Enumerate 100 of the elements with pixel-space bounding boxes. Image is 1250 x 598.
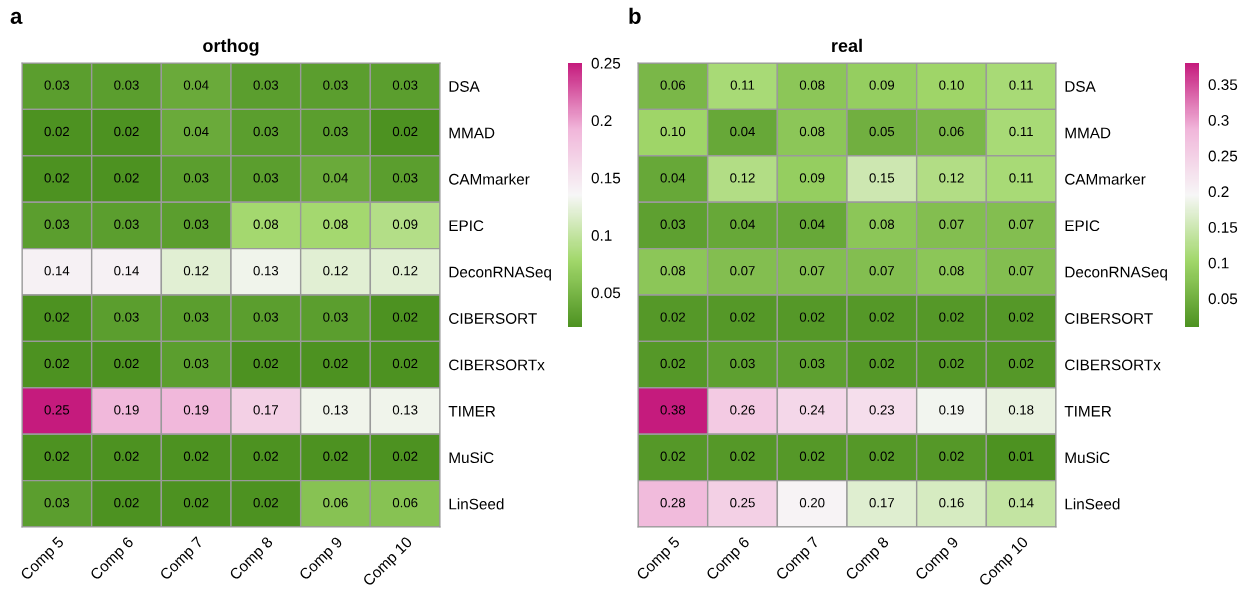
data-label: 0.02 [253, 451, 279, 461]
data-label: 0.02 [939, 451, 964, 461]
data-label: 0.03 [44, 498, 70, 508]
y-tick-label: EPIC [1065, 220, 1100, 232]
y-tick-label: CAMmarker [449, 173, 530, 185]
y-tick-label: EPIC [449, 220, 484, 232]
data-label: 0.10 [660, 126, 686, 137]
data-label: 0.08 [660, 266, 686, 276]
data-label: 0.03 [114, 80, 139, 90]
data-label: 0.02 [323, 451, 348, 461]
color-bar-label: 0.1 [591, 230, 612, 241]
data-label: 0.03 [183, 173, 209, 183]
data-label: 0.04 [323, 173, 348, 183]
data-label: 0.26 [730, 405, 755, 415]
data-label: 0.01 [1008, 451, 1034, 461]
data-label: 0.04 [660, 173, 686, 183]
y-tick-label: LinSeed [449, 498, 504, 510]
text: a [10, 11, 23, 24]
data-label: 0.15 [869, 173, 895, 183]
data-label: 0.08 [323, 219, 348, 229]
data-label: 0.02 [799, 312, 825, 322]
data-label: 0.02 [114, 126, 139, 137]
y-tick-label: MuSiC [1065, 451, 1110, 464]
data-label: 0.03 [660, 219, 686, 229]
y-tick-label: CIBERSORTx [1065, 359, 1161, 371]
data-label: 0.13 [392, 405, 418, 415]
data-label: 0.03 [44, 219, 70, 229]
data-label: 0.02 [392, 312, 418, 322]
data-label: 0.02 [44, 126, 70, 137]
data-label: 0.08 [939, 266, 964, 276]
data-label: 0.03 [253, 126, 279, 137]
data-label: 0.12 [392, 266, 418, 276]
y-tick-label: LinSeed [1065, 498, 1120, 510]
data-label: 0.17 [869, 498, 895, 508]
data-label: 0.07 [799, 266, 825, 276]
data-label: 0.02 [660, 451, 686, 461]
data-label: 0.03 [253, 80, 279, 90]
data-label: 0.07 [939, 219, 964, 229]
y-tick-label: CIBERSORT [449, 313, 537, 324]
data-label: 0.03 [183, 358, 209, 369]
data-label: 0.02 [44, 358, 70, 369]
y-tick-label: CIBERSORT [1065, 313, 1153, 324]
data-label: 0.02 [183, 498, 209, 508]
data-label: 0.02 [44, 173, 70, 183]
y-tick-label: CAMmarker [1065, 173, 1146, 185]
data-label: 0.02 [869, 358, 895, 369]
data-label: 0.13 [323, 405, 348, 415]
data-label: 0.04 [730, 219, 755, 229]
data-label: 0.11 [730, 80, 755, 90]
data-label: 0.19 [939, 405, 964, 415]
data-label: 0.19 [114, 405, 139, 415]
color-bar-label: 0.15 [1208, 221, 1238, 233]
data-label: 0.06 [939, 126, 964, 137]
data-label: 0.14 [114, 266, 139, 276]
data-label: 0.11 [1009, 80, 1033, 90]
data-label: 0.04 [183, 126, 209, 137]
y-tick-label: TIMER [1064, 406, 1112, 417]
data-label: 0.12 [183, 266, 209, 276]
data-label: 0.10 [939, 80, 964, 90]
data-label: 0.02 [660, 358, 686, 369]
data-label: 0.09 [869, 80, 895, 90]
data-label: 0.02 [114, 498, 139, 508]
data-label: 0.03 [799, 358, 825, 369]
data-label: 0.02 [869, 451, 895, 461]
data-label: 0.11 [1009, 173, 1033, 183]
color-bar-label: 0.15 [591, 172, 621, 184]
data-label: 0.25 [730, 498, 755, 508]
data-label: 0.14 [1008, 498, 1034, 508]
data-label: 0.06 [660, 80, 686, 90]
data-label: 0.08 [799, 80, 825, 90]
data-label: 0.07 [1008, 219, 1034, 229]
data-label: 0.02 [939, 312, 964, 322]
data-label: 0.03 [323, 80, 348, 90]
data-label: 0.09 [799, 173, 825, 183]
text: b [629, 7, 641, 24]
y-tick-label: CIBERSORTx [449, 359, 545, 371]
data-label: 0.13 [253, 266, 279, 276]
color-bar-label: 0.25 [591, 57, 621, 69]
y-tick-label: DeconRNASeq [449, 266, 551, 281]
data-label: 0.02 [392, 358, 418, 369]
data-label: 0.04 [183, 80, 209, 90]
data-label: 0.03 [183, 219, 209, 229]
data-label: 0.08 [253, 219, 279, 229]
y-tick-label: TIMER [448, 406, 496, 417]
data-label: 0.11 [1009, 126, 1033, 137]
data-label: 0.02 [392, 126, 418, 137]
data-label: 0.03 [392, 80, 418, 90]
color-bar-label: 0.05 [1208, 293, 1238, 305]
data-label: 0.07 [1008, 266, 1034, 276]
data-label: 0.03 [323, 126, 348, 137]
data-label: 0.03 [253, 173, 279, 183]
chart-title: orthog [203, 38, 259, 56]
data-label: 0.19 [183, 405, 209, 415]
color-bar-label: 0.2 [591, 115, 612, 127]
data-label: 0.02 [869, 312, 895, 322]
data-label: 0.03 [44, 80, 70, 90]
y-tick-label: MuSiC [449, 451, 494, 464]
data-label: 0.28 [660, 498, 686, 508]
data-label: 0.09 [392, 219, 418, 229]
color-bar-label: 0.1 [1208, 257, 1229, 269]
